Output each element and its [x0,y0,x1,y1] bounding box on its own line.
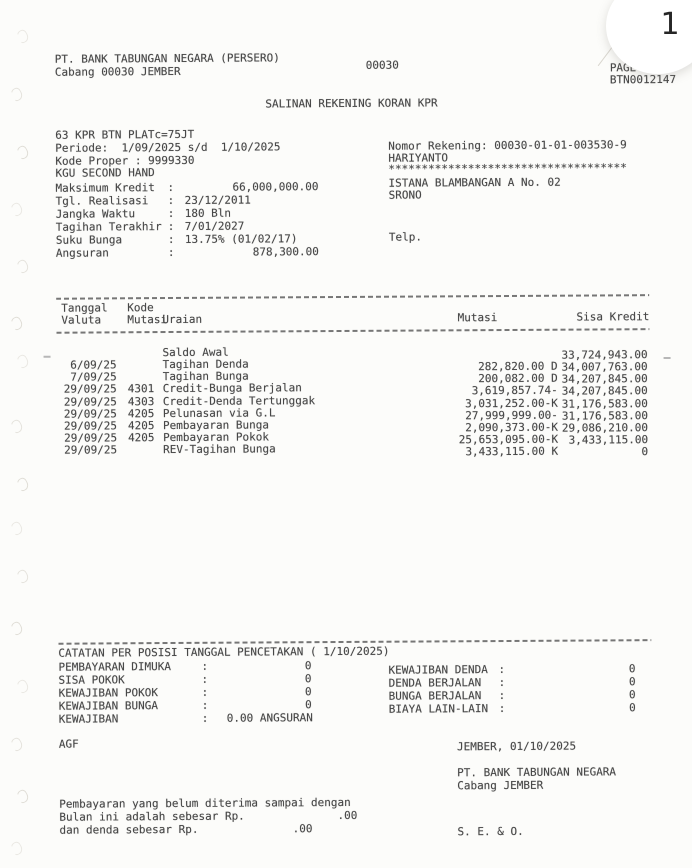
catatan-colon: : [201,659,209,673]
note-amount: .00 [337,808,358,823]
catatan-label: KEWAJIBAN [58,712,119,726]
catatan-value: 0 [305,698,312,712]
catatan-value: 0 [304,672,312,686]
header-center-code: 00030 [365,58,399,72]
signature-company: PT. BANK TABUNGAN NEGARA [457,765,617,780]
cell-description: Credit-Bunga Berjalan [162,381,302,396]
product-line: 63 KPR BTN PLATc=75JT [55,127,195,142]
note-line: dan denda sebesar Rp. [59,822,199,837]
catatan-label: DENDA BERJALAN [388,676,482,690]
catatan-value: 0 [628,688,636,702]
catatan-value: 0 [628,675,636,689]
catatan-colon: : [498,688,506,703]
detail-colon: : [167,194,175,208]
cell-date: 29/09/25 [63,382,117,396]
note-line: Bulan ini adalah sebesar Rp. [59,809,245,824]
cell-date: 29/09/25 [64,443,118,457]
scan-artifact-dash [43,355,51,358]
detail-colon: : [167,220,175,234]
col-header-mutasi: Mutasi [457,311,498,325]
catatan-colon: : [498,701,506,716]
detail-label: Suku Bunga [55,233,123,247]
catatan-label: BUNGA BERJALAN [388,689,482,703]
catatan-colon: : [201,685,209,699]
note-line: Pembayaran yang belum diterima sampai de… [59,795,351,811]
catatan-separator [58,639,652,645]
cell-mutasi [400,349,558,350]
cell-sisa-kredit: 0 [641,445,649,459]
catatan-value: 0 [304,685,312,699]
detail-colon: : [167,233,175,247]
periode-line: Periode: 1/09/2025 s/d 1/10/2025 [55,140,281,155]
seo-label: S. E. & O. [457,824,524,839]
catatan-label: PEMBAYARAN DIMUKA [58,660,172,674]
detail-label: Tgl. Realisasi [55,194,149,208]
customer-city: SRONO [388,188,422,202]
detail-value: 7/01/2027 [184,219,245,233]
col-header-valuta: Valuta [61,313,102,327]
cell-description: REV-Tagihan Bunga [163,442,276,457]
detail-colon: : [167,207,175,221]
catatan-colon: : [498,675,506,690]
catatan-value: 0 [304,659,312,673]
catatan-colon: : [498,662,506,677]
col-header-mutasi-kode: Mutasi [127,313,168,327]
report-title: SALINAN REKENING KORAN KPR [265,96,438,111]
catatan-label: BIAYA LAIN-LAIN [388,702,489,716]
detail-label: Maksimum Kredit [55,181,155,195]
catatan-colon: : [201,698,209,712]
detail-colon: : [167,246,175,260]
separator-stars: ************************************ [388,161,627,176]
detail-value: 66,000,000.00 [232,180,319,194]
detail-label: Jangka Waktu [55,207,136,221]
catatan-colon: : [201,711,209,725]
catatan-value: 0.00 ANGSURAN [226,711,313,725]
catatan-colon: : [201,672,209,686]
detail-value: 13.75% (01/02/17) [184,232,298,246]
place-date: JEMBER, 01/10/2025 [456,739,577,754]
col-header-sisa-kredit: Sisa Kredit [576,310,650,324]
catatan-label: SISA POKOK [58,673,125,687]
note-amount: .00 [292,822,313,836]
catatan-value: 0 [629,701,636,715]
signature-branch: Cabang JEMBER [457,778,544,793]
detail-label: Angsuran [55,246,109,260]
agf-label: AGF [58,737,79,751]
table-separator [56,294,650,300]
catatan-value: 0 [628,662,636,676]
catatan-label: KEWAJIBAN POKOK [58,686,158,700]
header-doc-code: BTN0012147 [609,72,677,87]
detail-value: 180 Bln [184,206,232,220]
catatan-title: CATATAN PER POSISI TANGGAL PENCETAKAN ( … [58,644,390,660]
phone-label: Telp. [388,230,422,244]
col-header-uraian: Uraian [162,312,203,327]
header-branch: Cabang 00030 JEMBER [54,64,181,79]
catatan-label: KEWAJIBAN DENDA [388,663,488,677]
table-row: 29/09/25 REV-Tagihan Bunga 3,433,115.00 … [0,441,692,458]
catatan-label: KEWAJIBAN BUNGA [58,699,159,713]
detail-label: Tagihan Terakhir [55,220,162,234]
header-company: PT. BANK TABUNGAN NEGARA (PERSERO) [54,51,280,66]
detail-value: 23/12/2011 [184,193,251,207]
detail-colon: : [167,181,175,195]
cell-mutasi: 3,433,115.00 K [465,444,559,459]
page-number-overlay: 1 [660,7,680,42]
scheme-line: KGU SECOND HAND [55,166,155,180]
scan-artifact-dash [663,356,671,360]
detail-value: 878,300.00 [252,245,319,259]
table-separator [56,328,650,334]
